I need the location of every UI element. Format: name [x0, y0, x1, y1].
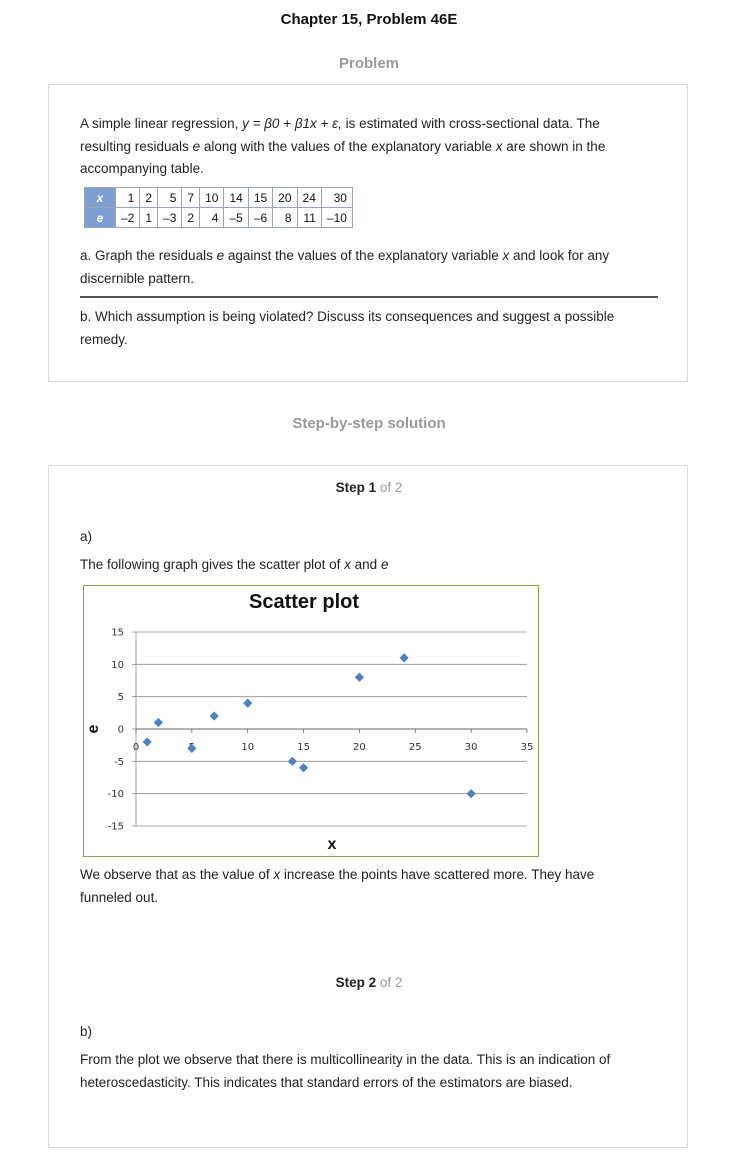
x-tick-label: 30 — [465, 742, 478, 753]
step-1-label: Step 1 of 2 — [335, 480, 403, 495]
page-title: Chapter 15, Problem 46E — [280, 11, 458, 28]
table-cell: 1 — [114, 187, 141, 208]
scatter-point — [399, 653, 409, 663]
table-cell: 5 — [157, 187, 183, 208]
table-cell: 24 — [296, 187, 322, 208]
table-cell: 10 — [199, 187, 225, 208]
step-1-box: Step 1 of 2 a) The following graph gives… — [48, 465, 688, 962]
x-tick-label: 35 — [521, 742, 534, 753]
regression-equation: y = β0 + β1x + ε, — [242, 116, 342, 131]
x-tick-label: 15 — [297, 742, 310, 753]
table-cell: 8 — [272, 207, 298, 228]
scatter-point — [287, 756, 297, 766]
step-1-observation: We observe that as the value of x increa… — [80, 867, 595, 905]
scatter-point — [209, 711, 219, 721]
x-tick-label: 20 — [353, 742, 366, 753]
table-row-e: e –2 1 –3 2 4 –5 –6 8 11 –10 — [84, 207, 353, 228]
table-cell: 20 — [272, 187, 298, 208]
table-cell: 1 — [139, 207, 159, 228]
step-2-box: Step 2 of 2 b) From the plot we observe … — [48, 961, 688, 1148]
table-cell: 7 — [181, 187, 201, 208]
x-tick-label: 0 — [133, 742, 139, 753]
table-cell: –6 — [247, 207, 274, 228]
scatter-point — [153, 717, 163, 728]
x-axis-label: x — [328, 836, 337, 853]
scatter-chart: Scatter plot151050-5-10-1505101520253035… — [83, 585, 539, 857]
table-cell: 2 — [181, 207, 201, 228]
step-1-part: a) — [80, 529, 93, 544]
scatter-point — [354, 672, 365, 682]
problem-box: A simple linear regression, y = β0 + β1x… — [48, 84, 688, 382]
part-b-question: b. Which assumption is being violated? D… — [80, 309, 615, 347]
scatter-point — [466, 789, 476, 799]
table-cell: 2 — [139, 187, 159, 208]
table-cell: 14 — [223, 187, 249, 208]
x-tick-label: 25 — [409, 742, 422, 753]
step-2-part: b) — [80, 1024, 93, 1039]
residuals-table: x 1 2 5 7 10 14 15 20 24 30 e –2 1 –3 2 … — [84, 187, 353, 228]
problem-intro: A simple linear regression, y = β0 + β1x… — [80, 116, 606, 176]
table-header-e: e — [84, 207, 116, 228]
step-2-label: Step 2 of 2 — [335, 975, 403, 990]
table-cell: 4 — [199, 207, 225, 228]
chart-title: Scatter plot — [249, 591, 359, 613]
y-tick-label: -5 — [114, 757, 124, 768]
question-divider — [80, 296, 658, 298]
y-tick-label: 0 — [118, 725, 124, 736]
scatter-point — [243, 698, 253, 708]
table-cell: –5 — [223, 207, 249, 228]
problem-heading: Problem — [338, 55, 399, 72]
table-cell: –3 — [157, 207, 183, 228]
x-tick-label: 10 — [241, 742, 254, 753]
y-axis-label: e — [85, 724, 102, 733]
table-header-x: x — [84, 187, 116, 208]
y-tick-label: 10 — [111, 660, 124, 671]
step-1-intro: The following graph gives the scatter pl… — [80, 557, 389, 572]
y-tick-label: -15 — [108, 822, 124, 833]
table-row-x: x 1 2 5 7 10 14 15 20 24 30 — [84, 187, 353, 208]
scatter-point — [298, 763, 309, 773]
y-tick-label: 15 — [111, 628, 124, 639]
scatter-point — [142, 737, 152, 747]
table-cell: –2 — [114, 207, 141, 228]
solution-heading: Step-by-step solution — [292, 415, 446, 432]
table-cell: 15 — [247, 187, 274, 208]
y-tick-label: -10 — [108, 789, 124, 800]
table-cell: –10 — [320, 207, 353, 228]
part-a-question: a. Graph the residuals e against the val… — [80, 248, 610, 286]
scatter-chart-svg: Scatter plot151050-5-10-1505101520253035… — [85, 591, 534, 853]
table-cell: 11 — [296, 207, 322, 228]
y-tick-label: 5 — [118, 692, 124, 703]
table-cell: 30 — [320, 187, 353, 208]
step-2-text: From the plot we observe that there is m… — [80, 1052, 611, 1090]
